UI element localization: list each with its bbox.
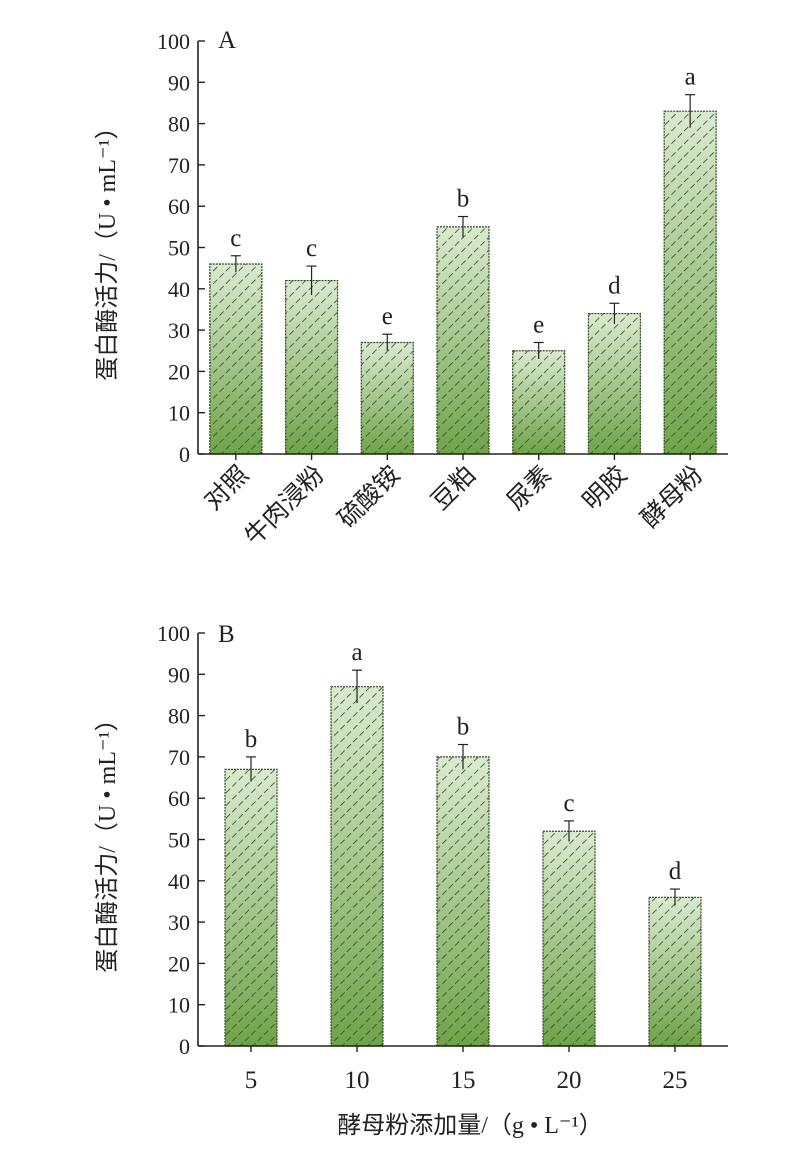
- panel-a-bars: c c e b e d a: [209, 64, 717, 455]
- y-tick-label: 100: [157, 621, 190, 646]
- significance-label: c: [230, 225, 241, 252]
- bar: b: [436, 186, 490, 455]
- bar-hatch: [284, 279, 339, 455]
- x-tick-label: 5: [245, 1067, 258, 1094]
- panel-a-label: A: [218, 27, 236, 54]
- significance-label: b: [457, 714, 470, 741]
- y-tick-label: 80: [168, 112, 190, 137]
- panel-b-x-axis: 5 10 15 20 25: [198, 1045, 728, 1094]
- bar-hatch: [436, 756, 490, 1047]
- x-tick-label: 15: [451, 1067, 476, 1094]
- significance-label: a: [685, 64, 696, 91]
- significance-label: d: [669, 858, 682, 885]
- x-tick-label: 25: [663, 1067, 688, 1094]
- y-tick-label: 40: [168, 277, 190, 302]
- x-tick-label: 明胶: [578, 460, 633, 515]
- bar: a: [663, 64, 717, 455]
- y-tick-label: 50: [168, 828, 190, 853]
- bar: c: [209, 225, 263, 455]
- significance-label: a: [351, 639, 362, 666]
- y-tick-label: 50: [168, 236, 190, 261]
- x-tick-label: 酵母粉: [636, 460, 709, 533]
- y-tick-label: 70: [168, 153, 190, 178]
- significance-label: c: [306, 235, 317, 262]
- y-tick-label: 10: [168, 993, 190, 1018]
- y-tick-label: 60: [168, 786, 190, 811]
- y-tick-label: 0: [179, 1034, 190, 1059]
- y-tick-label: 90: [168, 662, 190, 687]
- y-tick-label: 0: [179, 442, 190, 467]
- bar-hatch: [436, 226, 490, 455]
- x-tick-label: 对照: [199, 460, 254, 515]
- panel-b-y-axis-title: 蛋白酶活力/（U • mL⁻¹）: [94, 707, 121, 973]
- bar: c: [284, 235, 339, 455]
- x-tick-label: 10: [345, 1067, 370, 1094]
- panel-b-y-axis: 0 10 20 30 40 50 60 70 80 90 100: [157, 621, 205, 1059]
- panel-a: A 蛋白酶活力/（U • mL⁻¹） c c e b e d a 0 10 20 30 40 50 60…: [94, 27, 728, 551]
- y-tick-label: 20: [168, 951, 190, 976]
- panel-b-label: B: [218, 621, 235, 648]
- significance-label: c: [563, 790, 574, 817]
- bar: e: [360, 303, 414, 455]
- bar-hatch: [360, 341, 414, 455]
- y-tick-label: 70: [168, 745, 190, 770]
- x-tick-label: 豆粕: [426, 460, 481, 515]
- bar-hatch: [330, 686, 384, 1047]
- bar-hatch: [648, 896, 702, 1047]
- bar-hatch: [587, 312, 642, 455]
- x-tick-label: 硫酸铵: [333, 460, 406, 533]
- panel-a-y-axis-title: 蛋白酶活力/（U • mL⁻¹）: [94, 115, 121, 381]
- bar-hatch: [512, 350, 566, 455]
- bar: d: [587, 272, 642, 455]
- significance-label: b: [457, 186, 470, 213]
- significance-label: b: [245, 726, 258, 753]
- bar-hatch: [663, 110, 717, 455]
- panel-b-bars: b a b c d: [224, 639, 702, 1047]
- x-tick-label: 20: [557, 1067, 582, 1094]
- y-tick-label: 80: [168, 704, 190, 729]
- significance-label: e: [533, 311, 544, 338]
- bar-hatch: [542, 830, 596, 1047]
- significance-label: d: [608, 272, 621, 299]
- y-tick-label: 40: [168, 869, 190, 894]
- y-tick-label: 20: [168, 359, 190, 384]
- x-tick-label: 牛肉浸粉: [239, 460, 330, 551]
- bar: a: [330, 639, 384, 1047]
- panel-b: B 蛋白酶活力/（U • mL⁻¹） 酵母粉添加量/（g • L⁻¹） b a b c…: [94, 621, 728, 1139]
- y-tick-label: 30: [168, 910, 190, 935]
- x-tick-label: 尿素: [502, 460, 557, 515]
- bar-hatch: [209, 263, 263, 455]
- bar: c: [542, 790, 596, 1047]
- y-tick-label: 30: [168, 318, 190, 343]
- significance-label: e: [382, 303, 393, 330]
- y-tick-label: 10: [168, 401, 190, 426]
- y-tick-label: 60: [168, 194, 190, 219]
- y-tick-label: 100: [157, 29, 190, 54]
- bar: b: [224, 726, 278, 1047]
- bar: b: [436, 714, 490, 1047]
- panel-b-x-axis-title: 酵母粉添加量/（g • L⁻¹）: [337, 1112, 603, 1139]
- bar: d: [648, 858, 702, 1047]
- bar: e: [512, 311, 566, 455]
- bar-hatch: [224, 768, 278, 1047]
- y-tick-label: 90: [168, 70, 190, 95]
- panel-a-y-axis: 0 10 20 30 40 50 60 70 80 90 100: [157, 29, 205, 467]
